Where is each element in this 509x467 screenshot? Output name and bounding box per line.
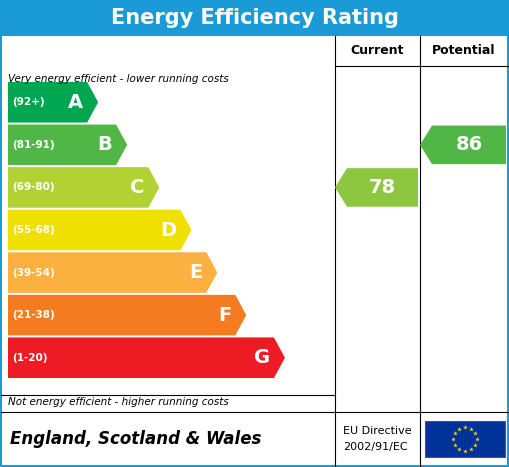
Bar bbox=[1, 0, 508, 36]
Polygon shape bbox=[8, 210, 191, 250]
Polygon shape bbox=[8, 338, 285, 378]
Text: D: D bbox=[160, 220, 177, 240]
Text: (1-20): (1-20) bbox=[12, 353, 47, 363]
Bar bbox=[425, 421, 505, 457]
Text: Not energy efficient - higher running costs: Not energy efficient - higher running co… bbox=[8, 397, 229, 407]
Text: C: C bbox=[130, 178, 145, 197]
Text: G: G bbox=[254, 348, 270, 367]
Text: England, Scotland & Wales: England, Scotland & Wales bbox=[10, 430, 262, 448]
Text: E: E bbox=[189, 263, 202, 282]
Text: Energy Efficiency Rating: Energy Efficiency Rating bbox=[110, 8, 399, 28]
Polygon shape bbox=[335, 168, 418, 207]
Text: (55-68): (55-68) bbox=[12, 225, 55, 235]
Text: 86: 86 bbox=[456, 135, 483, 155]
Polygon shape bbox=[8, 82, 98, 122]
Text: 78: 78 bbox=[369, 178, 396, 197]
Text: B: B bbox=[97, 135, 112, 155]
Text: (81-91): (81-91) bbox=[12, 140, 54, 150]
Text: (39-54): (39-54) bbox=[12, 268, 55, 277]
Text: (92+): (92+) bbox=[12, 97, 45, 107]
Text: Very energy efficient - lower running costs: Very energy efficient - lower running co… bbox=[8, 74, 229, 84]
Text: F: F bbox=[218, 305, 231, 325]
Text: (21-38): (21-38) bbox=[12, 310, 55, 320]
Polygon shape bbox=[8, 252, 217, 293]
Text: Potential: Potential bbox=[432, 44, 496, 57]
Polygon shape bbox=[420, 126, 506, 164]
Text: A: A bbox=[68, 93, 83, 112]
Polygon shape bbox=[8, 167, 159, 208]
Text: Current: Current bbox=[351, 44, 404, 57]
Polygon shape bbox=[8, 125, 127, 165]
Text: (69-80): (69-80) bbox=[12, 183, 54, 192]
Text: EU Directive: EU Directive bbox=[343, 426, 412, 436]
Text: 2002/91/EC: 2002/91/EC bbox=[343, 442, 408, 452]
Polygon shape bbox=[8, 295, 246, 335]
